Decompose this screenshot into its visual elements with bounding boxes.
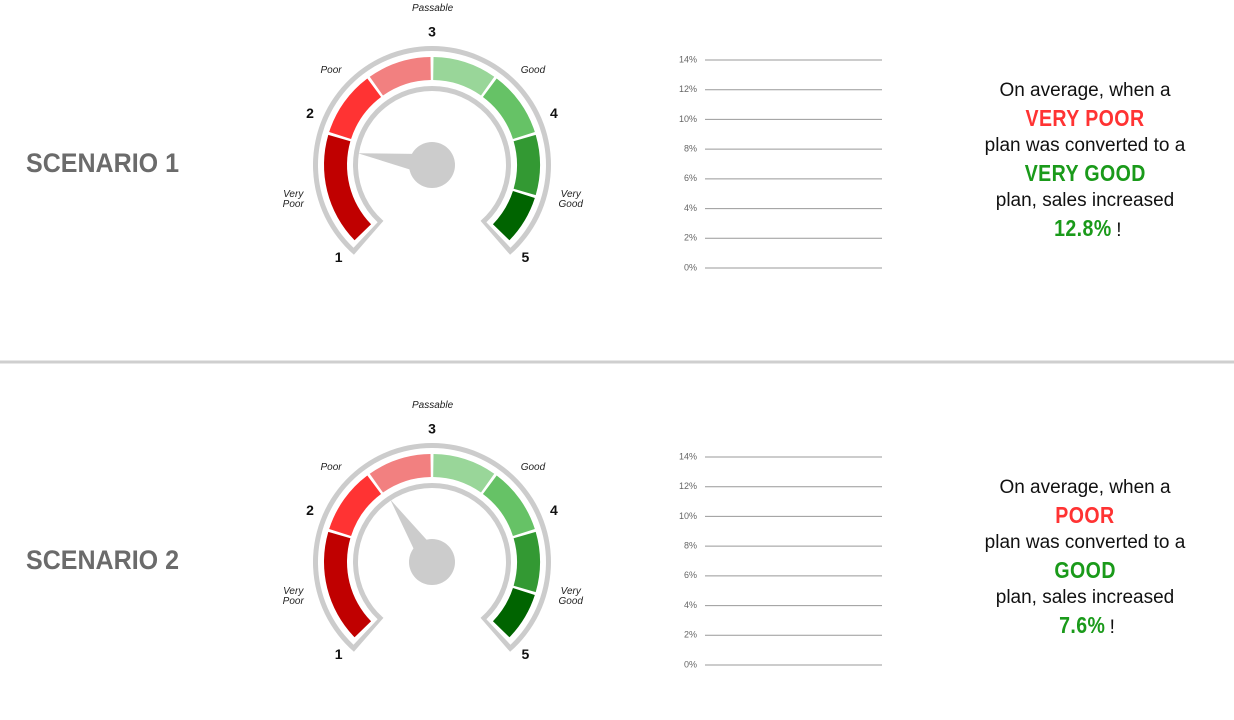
gauge-tick-label: 5 [521, 249, 529, 265]
gauge-segment [433, 57, 495, 96]
scenario-title: SCENARIO 1 [26, 148, 179, 178]
y-tick-label: 0% [684, 659, 697, 669]
gauge-tick-label: 4 [550, 105, 558, 121]
gauge-tick-label: 1 [335, 249, 343, 265]
y-tick-label: 14% [679, 451, 697, 461]
summary-line: plan, sales increased [935, 584, 1234, 612]
gauge-tick-label: 4 [550, 502, 558, 518]
summary-line: plan was converted to a [935, 132, 1234, 160]
y-tick-label: 8% [684, 144, 697, 154]
gauge-segment [329, 78, 382, 140]
y-tick-label: 12% [679, 481, 697, 491]
summary-line: On average, when a [935, 77, 1234, 105]
gauge-zone-label: Good [520, 64, 546, 76]
y-tick-label: 2% [684, 630, 697, 640]
gauge-zone-label: Passable [412, 3, 454, 14]
gauge-segment [482, 475, 535, 537]
summary-line: plan, sales increased [935, 187, 1234, 215]
summary-end: ! [1116, 219, 1122, 241]
gauge-segment [492, 190, 535, 241]
summary-end: ! [1109, 616, 1115, 638]
gauge-zone-label: Poor [320, 461, 342, 473]
gauge-zone-label: Good [520, 461, 546, 473]
summary-text: plan, sales increased [995, 190, 1175, 211]
summary-text: On average, when a [999, 80, 1171, 101]
gauge-segment [369, 454, 431, 493]
gauge-tick-label: 2 [306, 105, 314, 121]
summary-from: VERY POOR [1025, 104, 1145, 131]
gauge-zone-label: Very Good [558, 188, 583, 210]
summary: On average, when a POOR plan was converted… [935, 474, 1234, 639]
gauge-segment [513, 531, 540, 593]
scenario-title: SCENARIO 2 [26, 545, 179, 575]
summary-line: plan was converted to a [935, 529, 1234, 557]
summary-to: VERY GOOD [1024, 159, 1146, 186]
summary-from: POOR [1055, 501, 1115, 528]
summary-text: plan was converted to a [984, 532, 1186, 553]
y-tick-label: 6% [684, 570, 697, 580]
summary-line: 12.8%! [935, 215, 1234, 243]
summary-line: VERY GOOD [935, 160, 1234, 188]
gauge-zone-label: Very Good [558, 585, 583, 607]
summary-line: 7.6%! [935, 612, 1234, 640]
gauge-tick-label: 5 [521, 646, 529, 662]
gauge-tick-label: 3 [428, 24, 436, 40]
summary: On average, when a VERY POOR plan was conv… [935, 77, 1234, 242]
gauge-zone-label: Poor [320, 64, 342, 76]
gauge-segment [433, 454, 495, 493]
summary-result: 7.6% [1059, 611, 1106, 638]
y-tick-label: 14% [679, 54, 697, 64]
gauge-segment [492, 587, 535, 638]
y-tick-label: 10% [679, 511, 697, 521]
gauge-segment [324, 134, 372, 241]
gauge-zone-label: Very Poor [282, 188, 304, 210]
y-tick-label: 2% [684, 233, 697, 243]
y-tick-label: 10% [679, 114, 697, 124]
gauge-tick-label: 1 [335, 646, 343, 662]
y-tick-label: 4% [684, 203, 697, 213]
gauge-segment [329, 475, 382, 537]
gauge-segment [324, 531, 372, 638]
summary-line: POOR [935, 502, 1234, 530]
summary-line: On average, when a [935, 474, 1234, 502]
summary-text: plan was converted to a [984, 135, 1186, 156]
gauge-zone-label: Passable [412, 400, 454, 411]
summary-to: GOOD [1054, 556, 1116, 583]
gauge-hub [409, 142, 455, 188]
summary-text: plan, sales increased [995, 587, 1175, 608]
y-tick-label: 0% [684, 262, 697, 272]
gauge-segment [369, 57, 431, 96]
summary-result: 12.8% [1053, 214, 1112, 241]
gauge-hub [409, 539, 455, 585]
gauge-segment [482, 78, 535, 140]
summary-line: GOOD [935, 557, 1234, 585]
summary-line: VERY POOR [935, 105, 1234, 133]
gauge-tick-label: 2 [306, 502, 314, 518]
y-tick-label: 12% [679, 84, 697, 94]
y-tick-label: 6% [684, 173, 697, 183]
gauge-tick-label: 3 [428, 421, 436, 437]
gauge-zone-label: Very Poor [282, 585, 304, 607]
summary-text: On average, when a [999, 477, 1171, 498]
gauge-segment [513, 134, 540, 196]
y-tick-label: 8% [684, 541, 697, 551]
y-tick-label: 4% [684, 600, 697, 610]
